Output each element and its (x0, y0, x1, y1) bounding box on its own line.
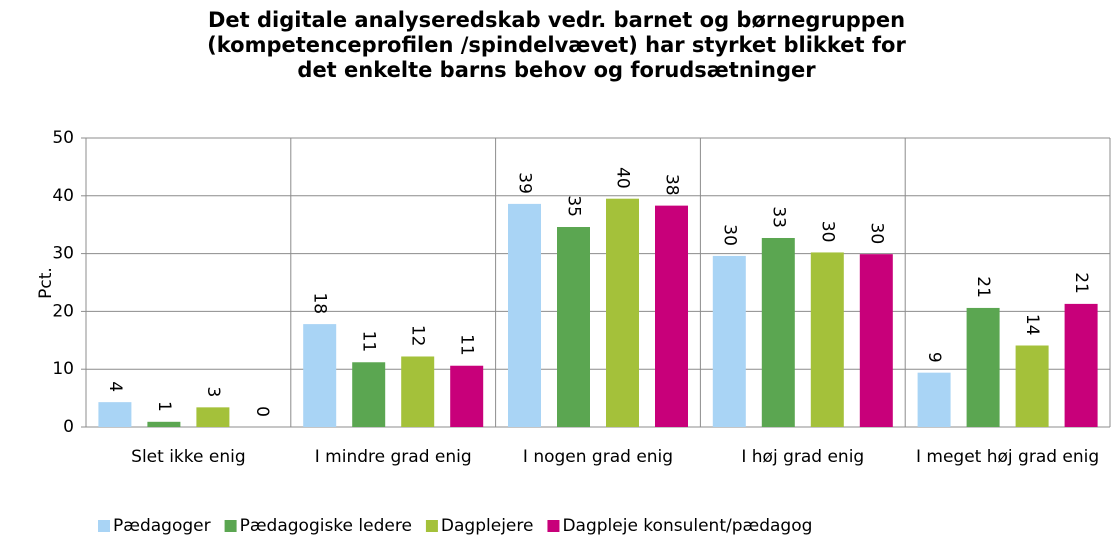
bar (557, 227, 590, 427)
y-tick-label: 40 (52, 186, 74, 206)
bar (917, 372, 951, 427)
bar (606, 198, 639, 427)
bar (1064, 303, 1098, 427)
y-tick-label: 0 (63, 417, 74, 437)
legend-swatch (547, 520, 560, 532)
bar (147, 421, 181, 427)
data-label: 14 (1022, 314, 1042, 336)
legend-swatch (98, 520, 110, 532)
data-label: 3 (203, 387, 223, 398)
bar (761, 237, 795, 427)
data-label: 30 (866, 223, 886, 245)
data-label: 33 (768, 206, 788, 228)
bar (508, 203, 541, 427)
data-label: 4 (105, 381, 125, 392)
x-tick-label: I mindre grad enig (315, 447, 472, 467)
bar (712, 255, 746, 427)
data-label: 21 (1071, 272, 1091, 294)
data-label: 35 (564, 195, 584, 217)
data-label: 11 (359, 331, 379, 353)
bar (1015, 345, 1049, 427)
data-label: 38 (662, 174, 682, 196)
legend-swatch (224, 520, 237, 532)
legend-label: Dagplejere (441, 516, 534, 536)
y-tick-label: 10 (52, 359, 74, 379)
x-tick-label: Slet ikke enig (131, 447, 245, 467)
bar (859, 254, 893, 427)
data-label: 30 (719, 224, 739, 246)
bar (196, 407, 230, 427)
data-label: 40 (613, 167, 633, 189)
data-label: 11 (457, 334, 477, 356)
bar (810, 252, 844, 427)
data-label: 9 (924, 352, 944, 363)
bar (352, 362, 386, 427)
legend-label: Pædagogiske ledere (240, 516, 412, 536)
data-label: 21 (973, 276, 993, 298)
data-label: 1 (154, 401, 174, 412)
title-box: Det digitale analyseredskab vedr. barnet… (0, 8, 1113, 83)
bar (98, 402, 132, 427)
y-axis-label: Pct. (36, 267, 56, 299)
bar (401, 356, 435, 427)
legend-label: Pædagoger (113, 516, 211, 536)
data-label: 18 (310, 292, 330, 314)
bar (303, 324, 337, 427)
chart-title: Det digitale analyseredskab vedr. barnet… (207, 8, 906, 82)
legend-label: Dagpleje konsulent/pædagog (562, 516, 812, 536)
data-label: 39 (515, 172, 535, 194)
legend-swatch (425, 520, 438, 532)
y-tick-label: 50 (52, 128, 74, 148)
data-label: 12 (408, 325, 428, 347)
x-tick-label: I nogen grad enig (523, 447, 673, 467)
y-tick-label: 20 (52, 301, 74, 321)
bar (966, 307, 1000, 427)
x-tick-label: I høj grad enig (741, 447, 864, 467)
x-tick-label: I meget høj grad enig (916, 447, 1099, 467)
bar (450, 365, 484, 427)
bar (655, 205, 688, 427)
data-label: 30 (817, 221, 837, 243)
y-tick-label: 30 (52, 244, 74, 264)
data-label: 0 (252, 406, 272, 417)
